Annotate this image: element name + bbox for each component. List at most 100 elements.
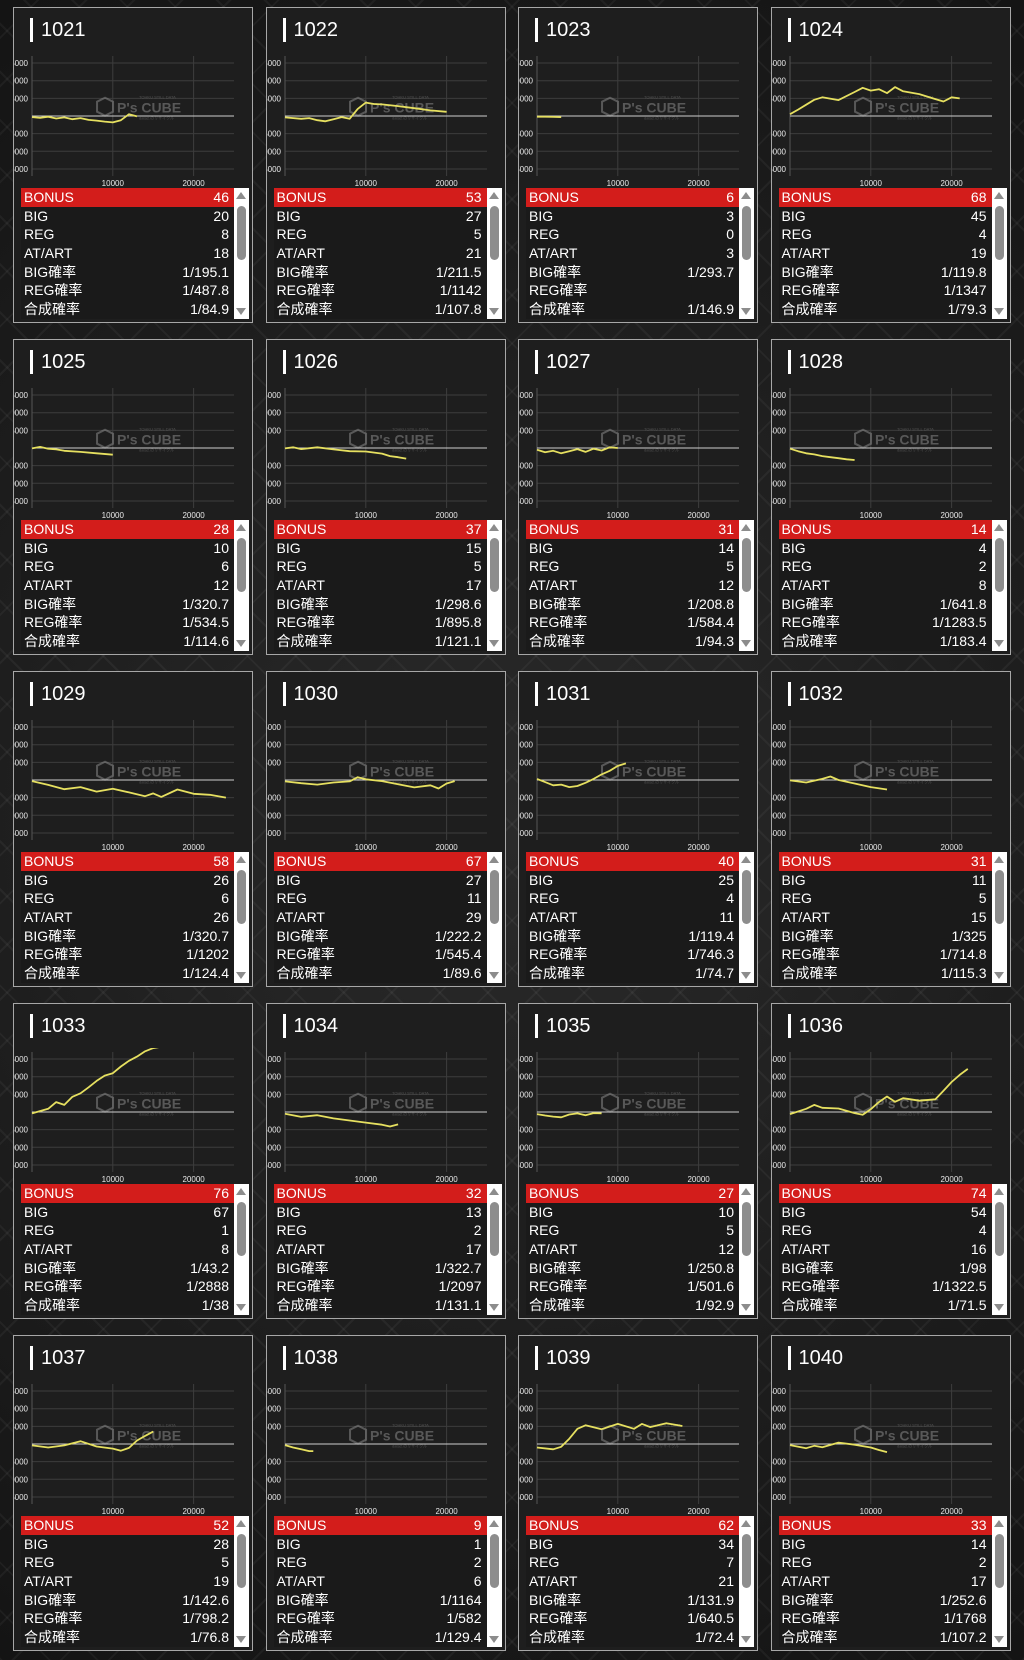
scroll-up-arrow-icon[interactable] <box>236 1188 246 1195</box>
stats-scrollbar[interactable] <box>486 520 502 651</box>
scroll-down-arrow-icon[interactable] <box>488 972 499 979</box>
machine-card-1033[interactable]: 1033 P's CUBE TOHKU STILL DATA data2.のリサイク… <box>13 1003 253 1319</box>
stats-scrollbar[interactable] <box>991 852 1007 983</box>
scroll-down-arrow-icon[interactable] <box>488 308 499 315</box>
scroll-thumb[interactable] <box>742 538 751 592</box>
scroll-thumb[interactable] <box>994 538 1004 592</box>
scroll-thumb[interactable] <box>489 1202 499 1256</box>
machine-card-1027[interactable]: 1027 P's CUBE TOHKU STILL DATA data2.のリサイク… <box>518 339 758 655</box>
stats-scrollbar[interactable] <box>739 852 754 983</box>
machine-card-1022[interactable]: 1022 P's CUBE TOHKU STILL DATA data2.のリサイク… <box>265 7 506 323</box>
scroll-thumb[interactable] <box>237 1202 246 1256</box>
stats-scrollbar[interactable] <box>991 520 1007 651</box>
machine-card-1023[interactable]: 1023 P's CUBE TOHKU STILL DATA data2.のリサイク… <box>518 7 758 323</box>
scroll-down-arrow-icon[interactable] <box>993 1304 1004 1311</box>
scroll-down-arrow-icon[interactable] <box>741 1304 751 1311</box>
scroll-thumb[interactable] <box>994 206 1004 260</box>
scroll-thumb[interactable] <box>489 206 499 260</box>
scroll-up-arrow-icon[interactable] <box>993 856 1004 863</box>
scroll-thumb[interactable] <box>489 870 499 924</box>
machine-card-1040[interactable]: 1040 P's CUBE TOHKU STILL DATA data2.のリサイク… <box>770 1335 1011 1651</box>
machine-card-1028[interactable]: 1028 P's CUBE TOHKU STILL DATA data2.のリサイク… <box>770 339 1011 655</box>
stats-scrollbar[interactable] <box>234 188 249 319</box>
machine-card-1037[interactable]: 1037 P's CUBE TOHKU STILL DATA data2.のリサイク… <box>13 1335 253 1651</box>
scroll-thumb[interactable] <box>994 870 1004 924</box>
stats-scrollbar[interactable] <box>991 1184 1007 1315</box>
scroll-down-arrow-icon[interactable] <box>741 972 751 979</box>
scroll-up-arrow-icon[interactable] <box>741 524 751 531</box>
stats-scrollbar[interactable] <box>739 1184 754 1315</box>
stats-scrollbar[interactable] <box>991 1516 1007 1647</box>
scroll-up-arrow-icon[interactable] <box>741 1520 751 1527</box>
scroll-down-arrow-icon[interactable] <box>741 308 751 315</box>
scroll-down-arrow-icon[interactable] <box>993 640 1004 647</box>
scroll-thumb[interactable] <box>994 1202 1004 1256</box>
scroll-down-arrow-icon[interactable] <box>488 1304 499 1311</box>
machine-card-1031[interactable]: 1031 P's CUBE TOHKU STILL DATA data2.のリサイク… <box>518 671 758 987</box>
scroll-up-arrow-icon[interactable] <box>993 1520 1004 1527</box>
scroll-down-arrow-icon[interactable] <box>741 640 751 647</box>
scroll-down-arrow-icon[interactable] <box>488 640 499 647</box>
scroll-down-arrow-icon[interactable] <box>236 1304 246 1311</box>
scroll-up-arrow-icon[interactable] <box>741 1188 751 1195</box>
scroll-thumb[interactable] <box>742 1534 751 1588</box>
scroll-up-arrow-icon[interactable] <box>741 856 751 863</box>
scroll-down-arrow-icon[interactable] <box>236 640 246 647</box>
machine-card-1025[interactable]: 1025 P's CUBE TOHKU STILL DATA data2.のリサイク… <box>13 339 253 655</box>
scroll-up-arrow-icon[interactable] <box>488 1520 499 1527</box>
machine-card-1030[interactable]: 1030 P's CUBE TOHKU STILL DATA data2.のリサイク… <box>265 671 506 987</box>
machine-card-1024[interactable]: 1024 P's CUBE TOHKU STILL DATA data2.のリサイク… <box>770 7 1011 323</box>
scroll-thumb[interactable] <box>742 1202 751 1256</box>
stats-scrollbar[interactable] <box>486 188 502 319</box>
scroll-up-arrow-icon[interactable] <box>488 856 499 863</box>
scroll-up-arrow-icon[interactable] <box>488 524 499 531</box>
scroll-thumb[interactable] <box>742 870 751 924</box>
scroll-up-arrow-icon[interactable] <box>993 1188 1004 1195</box>
stats-scrollbar[interactable] <box>486 852 502 983</box>
machine-card-1021[interactable]: 1021 P's CUBE TOHKU STILL DATA data2.のリサイク… <box>13 7 253 323</box>
scroll-down-arrow-icon[interactable] <box>236 1636 246 1643</box>
machine-card-1038[interactable]: 1038 P's CUBE TOHKU STILL DATA data2.のリサイク… <box>265 1335 506 1651</box>
scroll-thumb[interactable] <box>994 1534 1004 1588</box>
scroll-up-arrow-icon[interactable] <box>741 192 751 199</box>
stats-scrollbar[interactable] <box>739 520 754 651</box>
scroll-up-arrow-icon[interactable] <box>993 192 1004 199</box>
machine-card-1039[interactable]: 1039 P's CUBE TOHKU STILL DATA data2.のリサイク… <box>518 1335 758 1651</box>
scroll-down-arrow-icon[interactable] <box>741 1636 751 1643</box>
scroll-down-arrow-icon[interactable] <box>993 1636 1004 1643</box>
scroll-down-arrow-icon[interactable] <box>236 972 246 979</box>
scroll-thumb[interactable] <box>489 538 499 592</box>
stats-scrollbar[interactable] <box>234 1516 249 1647</box>
stats-scrollbar[interactable] <box>486 1184 502 1315</box>
stats-scrollbar[interactable] <box>991 188 1007 319</box>
scroll-up-arrow-icon[interactable] <box>236 856 246 863</box>
machine-card-1029[interactable]: 1029 P's CUBE TOHKU STILL DATA data2.のリサイク… <box>13 671 253 987</box>
scroll-down-arrow-icon[interactable] <box>488 1636 499 1643</box>
scroll-thumb[interactable] <box>237 1534 246 1588</box>
scroll-down-arrow-icon[interactable] <box>236 308 246 315</box>
scroll-down-arrow-icon[interactable] <box>993 308 1004 315</box>
scroll-thumb[interactable] <box>237 206 246 260</box>
stats-scrollbar[interactable] <box>486 1516 502 1647</box>
scroll-thumb[interactable] <box>237 870 246 924</box>
scroll-up-arrow-icon[interactable] <box>236 1520 246 1527</box>
scroll-up-arrow-icon[interactable] <box>236 524 246 531</box>
scroll-thumb[interactable] <box>489 1534 499 1588</box>
scroll-up-arrow-icon[interactable] <box>993 524 1004 531</box>
scroll-thumb[interactable] <box>742 206 751 260</box>
scroll-up-arrow-icon[interactable] <box>488 192 499 199</box>
scroll-up-arrow-icon[interactable] <box>236 192 246 199</box>
machine-card-1035[interactable]: 1035 P's CUBE TOHKU STILL DATA data2.のリサイク… <box>518 1003 758 1319</box>
machine-card-1036[interactable]: 1036 P's CUBE TOHKU STILL DATA data2.のリサイク… <box>770 1003 1011 1319</box>
stats-scrollbar[interactable] <box>234 520 249 651</box>
stats-scrollbar[interactable] <box>234 1184 249 1315</box>
scroll-up-arrow-icon[interactable] <box>488 1188 499 1195</box>
scroll-down-arrow-icon[interactable] <box>993 972 1004 979</box>
machine-card-1034[interactable]: 1034 P's CUBE TOHKU STILL DATA data2.のリサイク… <box>265 1003 506 1319</box>
scroll-thumb[interactable] <box>237 538 246 592</box>
machine-card-1032[interactable]: 1032 P's CUBE TOHKU STILL DATA data2.のリサイク… <box>770 671 1011 987</box>
stats-scrollbar[interactable] <box>739 1516 754 1647</box>
stats-scrollbar[interactable] <box>739 188 754 319</box>
stats-scrollbar[interactable] <box>234 852 249 983</box>
machine-card-1026[interactable]: 1026 P's CUBE TOHKU STILL DATA data2.のリサイク… <box>265 339 506 655</box>
